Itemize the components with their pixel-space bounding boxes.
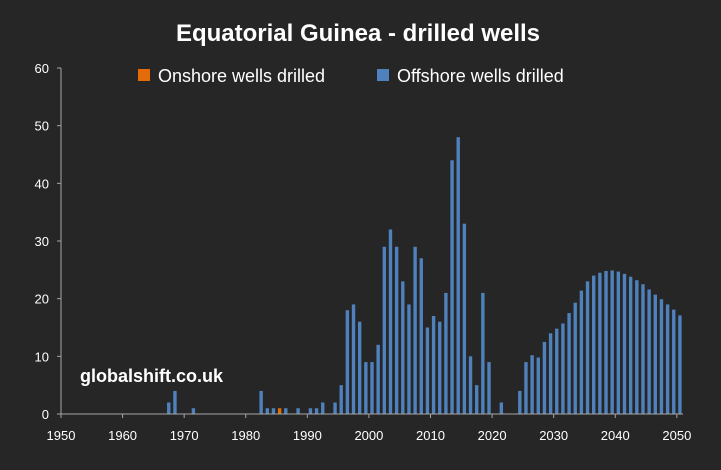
offshore-bar: [610, 270, 614, 414]
legend-swatch-onshore: [138, 69, 150, 81]
offshore-bar: [548, 333, 553, 414]
offshore-bar: [431, 315, 436, 414]
legend-label-onshore: Onshore wells drilled: [158, 66, 325, 86]
offshore-bar: [536, 357, 540, 414]
offshore-bar: [647, 289, 651, 414]
y-axis: 0 10 20 30 40 50 60: [35, 61, 61, 422]
offshore-bar: [351, 304, 356, 414]
offshore-bar: [468, 356, 473, 414]
offshore-bar: [678, 315, 682, 414]
chart-title: Equatorial Guinea - drilled wells: [176, 20, 540, 47]
offshore-bar: [413, 246, 417, 414]
offshore-bar: [561, 323, 565, 414]
offshore-bar: [628, 276, 633, 414]
offshore-bar: [592, 275, 596, 414]
offshore-bar: [296, 408, 300, 414]
offshore-bar: [438, 321, 442, 414]
y-tick-label: 20: [35, 292, 49, 307]
y-tick-label: 30: [35, 234, 49, 249]
y-tick-label: 50: [35, 119, 49, 134]
offshore-bar: [376, 344, 380, 414]
offshore-bar: [394, 246, 399, 414]
offshore-bar: [333, 402, 337, 414]
offshore-bar: [259, 390, 263, 414]
offshore-bar: [265, 408, 269, 414]
offshore-bar: [425, 327, 430, 414]
y-tick-label: 0: [42, 407, 49, 422]
offshore-bar: [524, 362, 528, 414]
offshore-bar: [419, 258, 423, 414]
x-tick-label: 1960: [108, 428, 137, 443]
offshore-bar: [518, 390, 522, 414]
x-tick-label: 2000: [354, 428, 383, 443]
offshore-bar: [167, 402, 171, 414]
offshore-bar: [401, 281, 405, 414]
y-tick-label: 10: [35, 349, 49, 364]
offshore-bar: [555, 328, 559, 414]
bars-group: [167, 137, 682, 414]
x-tick-label: 2020: [478, 428, 507, 443]
offshore-bar: [462, 223, 467, 414]
offshore-bar: [314, 408, 319, 414]
x-tick-label: 2030: [539, 428, 568, 443]
offshore-bar: [616, 271, 621, 414]
offshore-bar: [308, 408, 313, 414]
x-tick-label: 2050: [662, 428, 691, 443]
legend-label-offshore: Offshore wells drilled: [397, 66, 564, 86]
x-tick-label: 2010: [416, 428, 445, 443]
x-tick-label: 1950: [47, 428, 76, 443]
offshore-bar: [370, 362, 374, 414]
offshore-bar: [345, 310, 350, 414]
offshore-bar: [407, 304, 411, 414]
offshore-bar: [284, 408, 288, 414]
offshore-bar: [444, 292, 448, 414]
x-axis: 1950 1960 1970 1980 1990 2000 2010 2020 2030 2040…: [47, 414, 691, 443]
offshore-bar: [665, 304, 670, 414]
offshore-bar: [191, 408, 196, 414]
x-tick-label: 1970: [170, 428, 199, 443]
offshore-bar: [579, 290, 584, 414]
offshore-bar: [604, 270, 608, 414]
legend: Onshore wells drilled Offshore wells dri…: [138, 66, 564, 86]
offshore-bar: [635, 280, 639, 414]
offshore-bar: [641, 284, 645, 414]
offshore-bar: [481, 292, 485, 414]
offshore-bar: [653, 294, 657, 414]
offshore-bar: [456, 137, 460, 414]
offshore-bar: [659, 299, 664, 414]
x-tick-label: 1990: [293, 428, 322, 443]
offshore-bar: [364, 362, 368, 414]
offshore-bar: [450, 160, 454, 414]
offshore-bar: [530, 355, 534, 414]
watermark-text: globalshift.co.uk: [80, 366, 224, 386]
offshore-bar: [339, 385, 343, 414]
offshore-bar: [542, 341, 547, 414]
offshore-bar: [357, 321, 362, 414]
x-tick-label: 1980: [231, 428, 260, 443]
offshore-bar: [585, 281, 590, 414]
offshore-bar: [173, 390, 177, 414]
offshore-bar: [672, 309, 676, 414]
offshore-bar: [271, 408, 276, 414]
offshore-bar: [567, 313, 571, 414]
offshore-bar: [475, 385, 479, 414]
offshore-bar: [499, 402, 504, 414]
offshore-bar: [388, 229, 393, 414]
offshore-bar: [622, 273, 627, 414]
offshore-bar: [487, 362, 491, 414]
onshore-bar: [277, 408, 282, 414]
offshore-bar: [321, 402, 325, 414]
y-tick-label: 60: [35, 61, 49, 76]
offshore-bar: [598, 272, 602, 414]
y-tick-label: 40: [35, 176, 49, 191]
legend-swatch-offshore: [377, 69, 389, 81]
offshore-bar: [573, 302, 577, 414]
x-tick-label: 2040: [601, 428, 630, 443]
offshore-bar: [382, 246, 387, 414]
